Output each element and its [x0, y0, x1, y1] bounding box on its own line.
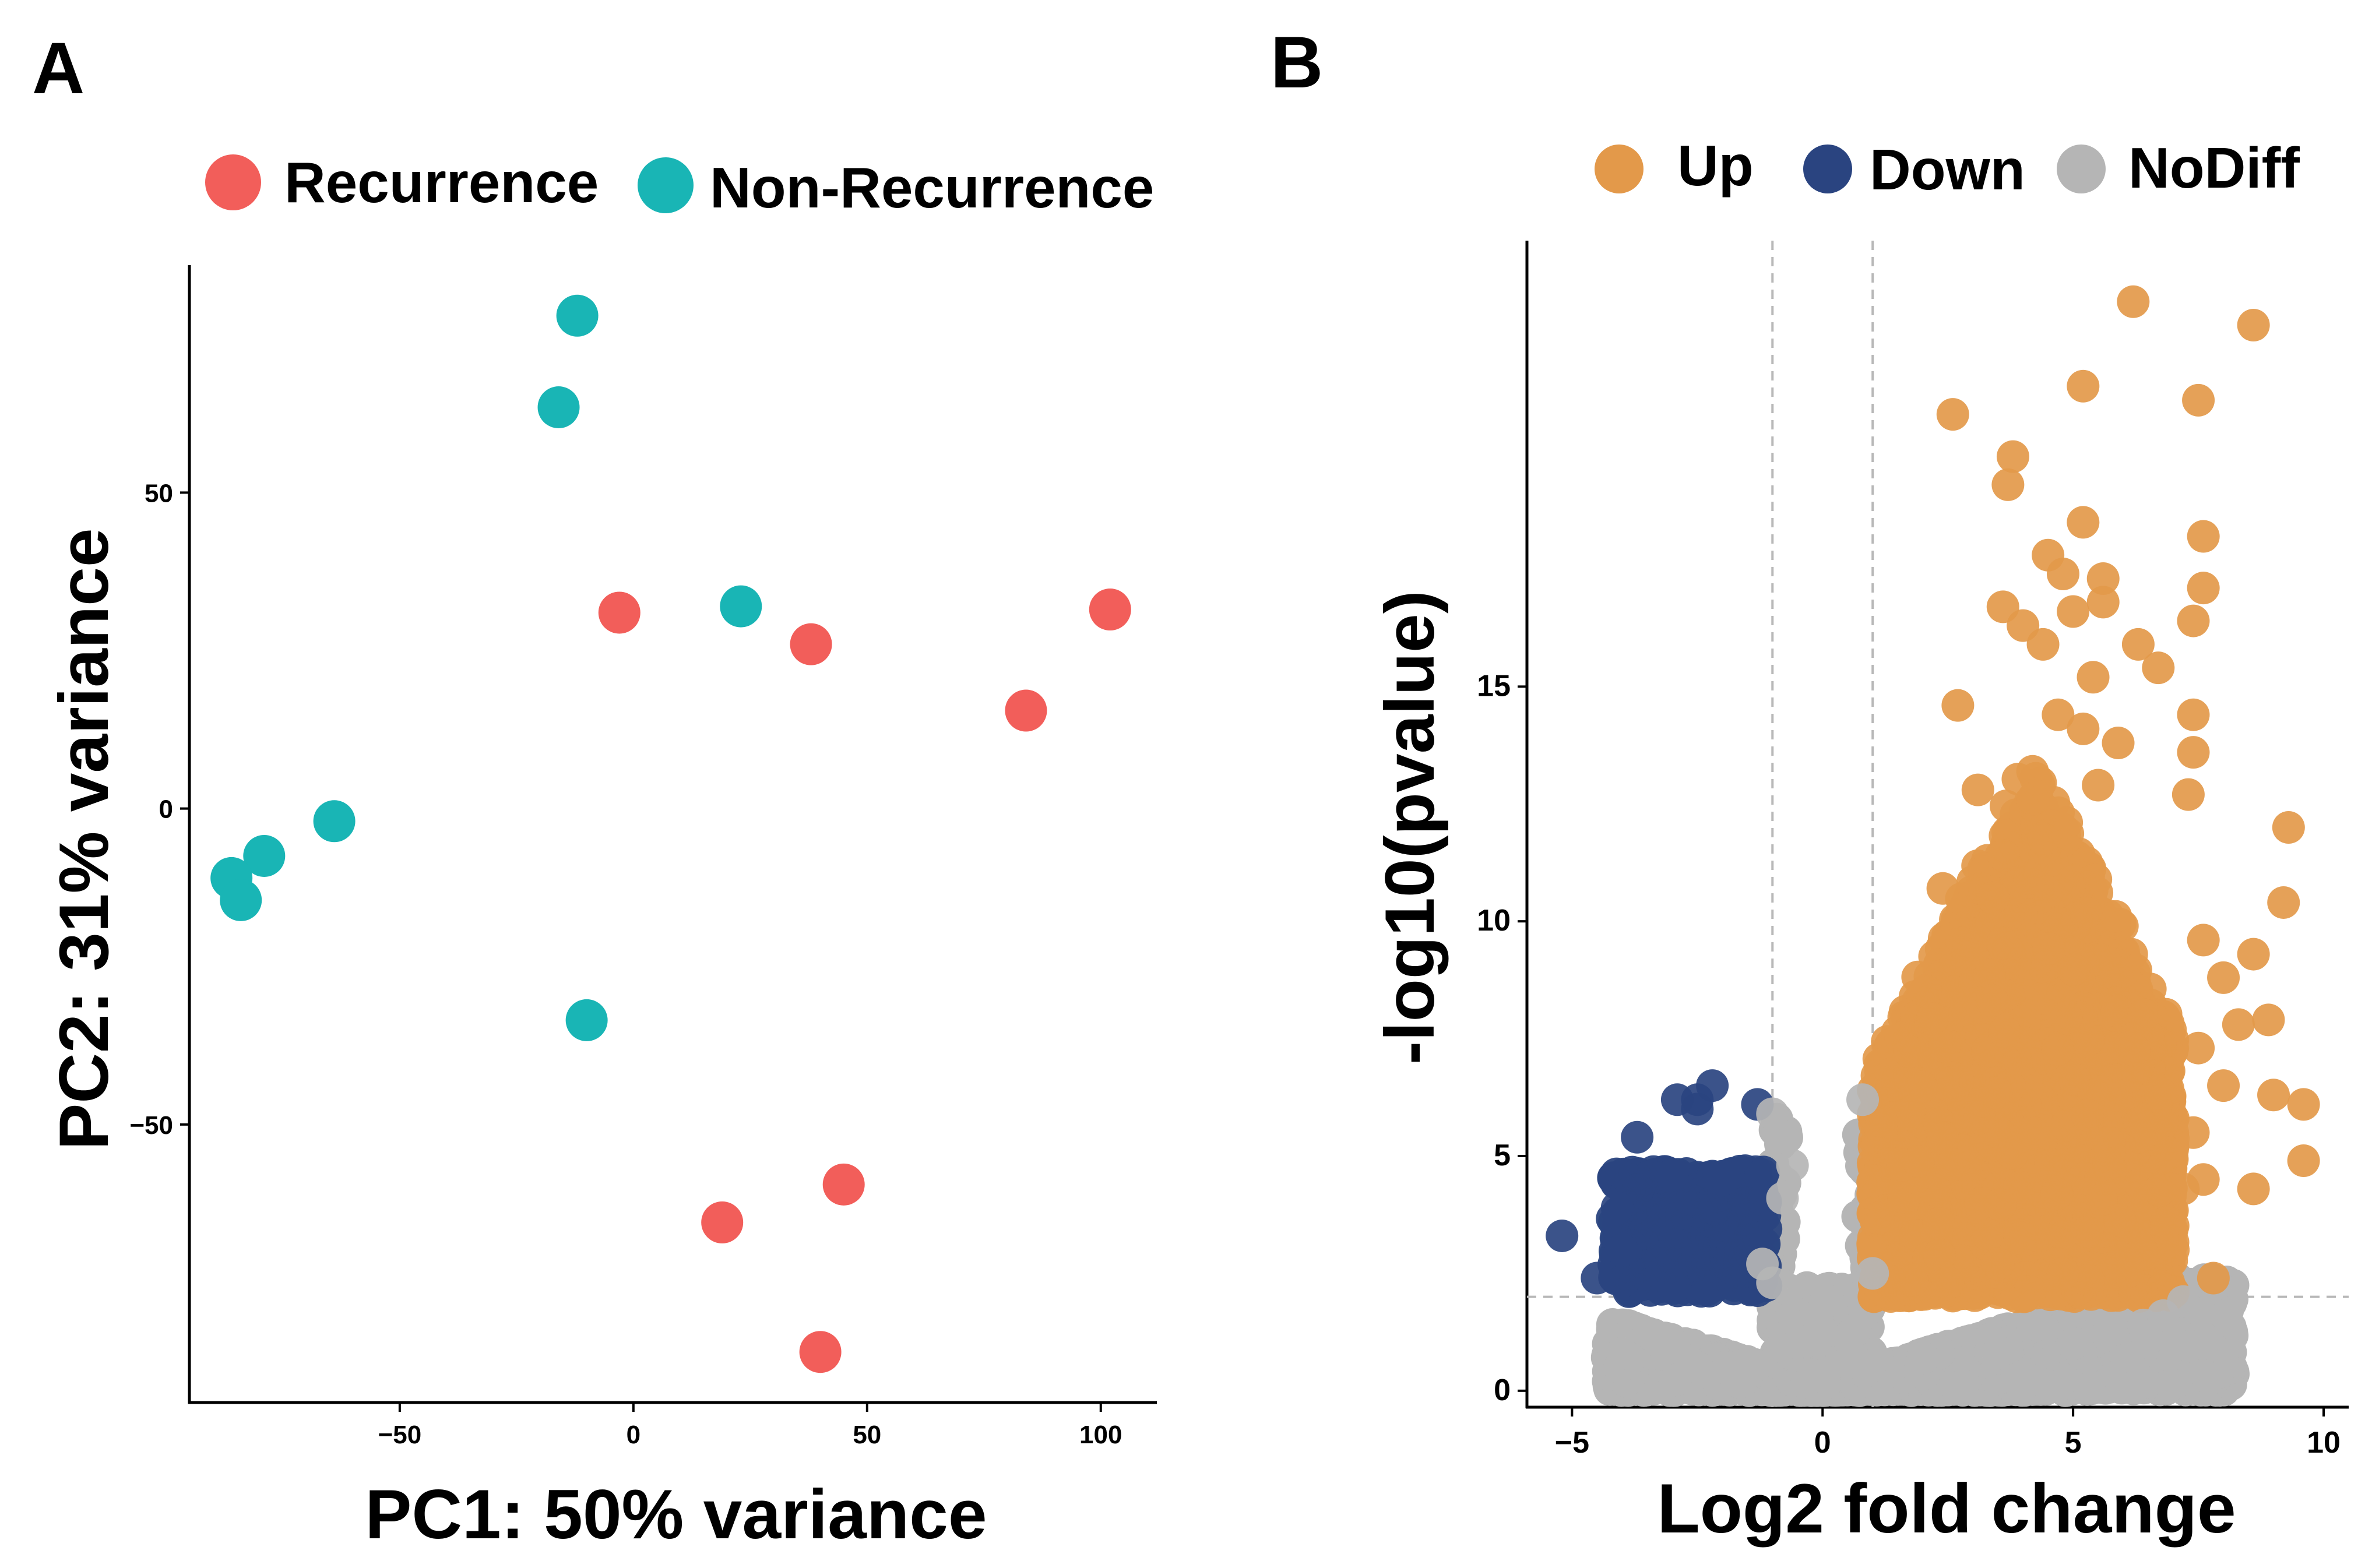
x-tick-label: 0: [627, 1421, 640, 1449]
legend-recurrence-marker: [205, 154, 261, 210]
non-recurrence-point: [243, 834, 286, 877]
x-tick-label: 50: [853, 1421, 881, 1449]
recurrence-point: [822, 1163, 865, 1206]
panel-a-ticks: −50 0 50 100 −50 0 50: [129, 479, 1122, 1449]
nodiff-point: [2073, 1372, 2106, 1405]
y-tick-label: −50: [129, 1111, 173, 1140]
down-point: [1657, 1272, 1690, 1305]
nodiff-point: [2105, 1372, 2138, 1405]
recurrence-point: [598, 591, 640, 634]
recurrence-point: [799, 1331, 842, 1373]
recurrence-point: [1089, 589, 1131, 631]
nodiff-point: [2155, 1368, 2188, 1401]
panel-a-label: A: [32, 28, 85, 109]
down-point: [1641, 1204, 1674, 1238]
legend-non-recurrence-marker: [638, 157, 694, 213]
legend-non-recurrence-label: Non-Recurrence: [710, 156, 1154, 220]
panel-a-points: [210, 294, 1131, 1373]
down-point: [1664, 1244, 1698, 1277]
nodiff-point: [2019, 1309, 2053, 1342]
legend-down-marker: [1803, 145, 1852, 193]
recurrence-point: [701, 1201, 744, 1243]
nodiff-point: [2041, 1369, 2074, 1403]
down-point: [1691, 1273, 1724, 1306]
panel-a: A Recurrence Non-Recurrence −50 0 50 100−50…: [32, 28, 1157, 1553]
nodiff-point: [2173, 1330, 2206, 1363]
nodiff-point: [1941, 1370, 1975, 1404]
panel-b-nodiff-cloud: [1590, 755, 2250, 1407]
panel-a-y-axis-title: PC2: 31% variance: [45, 528, 123, 1150]
legend-up-marker: [1595, 145, 1643, 193]
legend-down-label: Down: [1870, 138, 2025, 202]
non-recurrence-point: [220, 879, 262, 921]
nodiff-point: [2015, 1363, 2049, 1397]
nodiff-point: [2110, 1341, 2144, 1375]
x-tick-label: 100: [1079, 1421, 1122, 1449]
legend-recurrence-label: Recurrence: [284, 150, 599, 214]
panel-b-legend: Up Down NoDiff: [1595, 133, 2300, 202]
non-recurrence-point: [720, 585, 762, 628]
recurrence-point: [790, 623, 832, 665]
recurrence-point: [1005, 689, 1047, 732]
nodiff-point: [1790, 1325, 1824, 1358]
x-tick-label: −50: [378, 1421, 422, 1449]
non-recurrence-point: [565, 999, 608, 1041]
panel-a-x-axis-title: PC1: 50% variance: [365, 1475, 987, 1553]
legend-up-label: Up: [1677, 133, 1754, 198]
legend-nodiff-marker: [2057, 145, 2106, 193]
y-tick-label: 50: [145, 479, 173, 508]
panel-b-label: B: [1271, 22, 1323, 103]
non-recurrence-point: [556, 294, 599, 337]
panel-a-legend: Recurrence Non-Recurrence: [205, 150, 1154, 220]
legend-nodiff-label: NoDiff: [2128, 136, 2300, 200]
y-tick-label: 0: [159, 795, 173, 824]
nodiff-point: [2210, 1299, 2243, 1332]
down-point: [1696, 1191, 1729, 1224]
non-recurrence-point: [537, 386, 580, 428]
non-recurrence-point: [313, 800, 356, 843]
